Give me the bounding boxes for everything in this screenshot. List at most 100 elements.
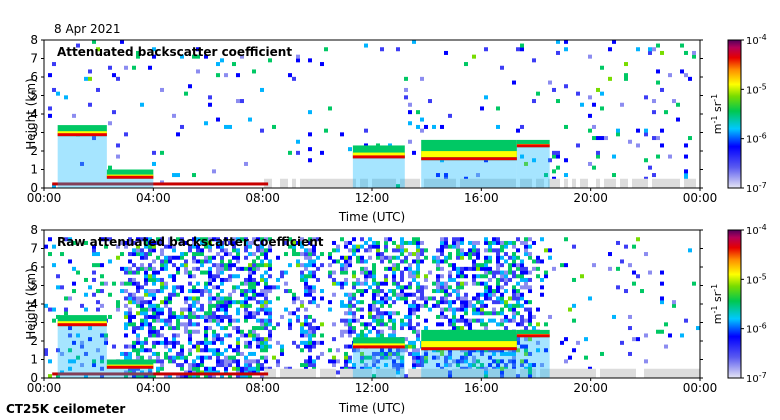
heatmap-cell [220, 259, 224, 264]
heatmap-cell [172, 333, 176, 338]
heatmap-cell [440, 124, 444, 129]
heatmap-cell [376, 300, 380, 305]
heatmap-cell [136, 54, 140, 59]
heatmap-cell [412, 40, 416, 44]
heatmap-cell [192, 255, 196, 260]
heatmap-cell [340, 300, 344, 305]
heatmap-cell [208, 237, 212, 242]
heatmap-cell [388, 259, 392, 264]
heatmap-cell [148, 274, 152, 279]
heatmap-cell [212, 340, 216, 345]
heatmap-cell [212, 351, 216, 356]
heatmap-cell [216, 274, 220, 279]
heatmap-cell [180, 374, 184, 378]
heatmap-cell [116, 307, 120, 312]
heatmap-cell [268, 248, 272, 253]
heatmap-cell [308, 58, 312, 63]
heatmap-cell [212, 366, 216, 371]
heatmap-cell [176, 322, 180, 327]
heatmap-cell [532, 99, 536, 104]
heatmap-cell [644, 132, 648, 137]
heatmap-cell [496, 255, 500, 260]
heatmap-cell [84, 277, 88, 282]
heatmap-cell [612, 173, 616, 178]
heatmap-cell [120, 252, 124, 257]
heatmap-cell [128, 307, 132, 312]
heatmap-cell [444, 368, 448, 378]
y-tick-label: 1 [30, 163, 38, 177]
heatmap-cell [272, 285, 276, 290]
heatmap-cell [448, 274, 452, 279]
heatmap-cell [456, 255, 460, 260]
heatmap-cell [364, 266, 368, 271]
heatmap-cell [432, 368, 436, 378]
heatmap-cell [160, 366, 164, 371]
heatmap-cell [576, 143, 580, 148]
heatmap-cell [348, 368, 352, 378]
heatmap-cell [456, 363, 460, 368]
heatmap-cell [316, 303, 320, 308]
heatmap-cell [404, 76, 408, 81]
heatmap-cell [404, 259, 408, 264]
heatmap-cell [188, 296, 192, 301]
heatmap-cell [184, 314, 188, 319]
heatmap-cell [156, 351, 160, 356]
heatmap-cell [468, 368, 472, 378]
heatmap-cell [396, 281, 400, 286]
heatmap-cell [372, 289, 376, 294]
heatmap-cell [604, 178, 608, 188]
heatmap-cell [364, 248, 368, 253]
heatmap-cell [228, 374, 232, 378]
heatmap-cell [372, 359, 376, 364]
heatmap-cell [456, 368, 460, 378]
heatmap-cell [512, 259, 516, 264]
heatmap-cell [80, 303, 84, 308]
heatmap-cell [260, 337, 264, 342]
heatmap-cell [520, 178, 524, 188]
heatmap-cell [292, 296, 296, 301]
heatmap-cell [432, 281, 436, 286]
heatmap-cell [288, 244, 292, 249]
heatmap-cell [380, 300, 384, 305]
heatmap-cell [300, 368, 304, 378]
heatmap-cell [236, 266, 240, 271]
heatmap-cell [356, 333, 360, 338]
heatmap-cell [552, 87, 556, 92]
heatmap-cell [248, 277, 252, 282]
heatmap-cell [244, 289, 248, 294]
heatmap-cell [464, 355, 468, 360]
heatmap-cell [364, 363, 368, 368]
heatmap-cell [136, 348, 140, 353]
heatmap-cell [652, 99, 656, 104]
heatmap-cell [260, 303, 264, 308]
heatmap-cell [464, 62, 468, 67]
heatmap-cell [516, 237, 520, 242]
heatmap-cell [220, 303, 224, 308]
heatmap-cell [376, 252, 380, 257]
heatmap-cell [160, 277, 164, 282]
heatmap-cell [132, 340, 136, 345]
heatmap-cell [296, 318, 300, 323]
heatmap-cell [528, 322, 532, 327]
heatmap-cell [528, 289, 532, 294]
heatmap-cell [432, 289, 436, 294]
heatmap-cell [512, 296, 516, 301]
heatmap-cell [600, 368, 604, 378]
heatmap-cell [356, 289, 360, 294]
heatmap-cell [408, 270, 412, 275]
heatmap-cell [152, 248, 156, 253]
heatmap-cell [520, 154, 524, 159]
heatmap-cell [244, 292, 248, 297]
heatmap-cell [608, 368, 612, 378]
heatmap-cell [244, 307, 248, 312]
heatmap-cell [144, 314, 148, 319]
heatmap-cell [180, 237, 184, 242]
heatmap-cell [420, 368, 424, 378]
heatmap-cell [196, 281, 200, 286]
heatmap-cell [148, 307, 152, 312]
heatmap-cell [444, 307, 448, 312]
heatmap-cell [316, 326, 320, 331]
heatmap-cell [172, 326, 176, 331]
heatmap-cell [160, 340, 164, 345]
heatmap-cell [420, 292, 424, 297]
